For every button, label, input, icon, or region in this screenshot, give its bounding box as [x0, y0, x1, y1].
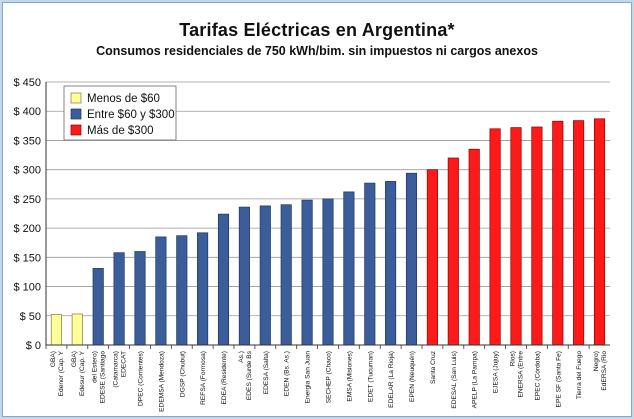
y-tick-label: $ 350	[13, 135, 41, 147]
y-tick-label: $ 0	[26, 340, 41, 352]
legend-label: Entre $60 y $300	[87, 109, 175, 121]
x-tick-label: Energia San Juan	[305, 351, 312, 404]
legend-label: Más de $300	[87, 125, 154, 137]
x-axis-labels: Edenor (Cap. YGBA) Edesur (Cap. YGBA) EDES…	[50, 350, 608, 412]
x-tick-label: REFSA (Formosa)	[200, 351, 207, 405]
bar	[134, 251, 146, 346]
bar	[593, 118, 606, 346]
legend-swatch	[70, 108, 82, 120]
bar	[364, 182, 376, 346]
bar	[217, 213, 230, 346]
bar	[197, 232, 209, 346]
x-tick-label: EDEA (Residente)	[221, 351, 228, 405]
y-tick-label: $ 450	[13, 77, 41, 89]
bar	[573, 120, 585, 346]
legend-box	[63, 85, 177, 141]
legend: Menos de $60 Entre $60 y $300 Más de $300	[63, 85, 177, 141]
bar	[385, 181, 397, 346]
x-tick-label: SECHEP (Chaco)	[326, 351, 333, 403]
x-tick-label: DPEC (Corrientes)	[138, 351, 145, 406]
chart-subtitle: Consumos residenciales de 750 kWh/bim. s…	[96, 44, 538, 58]
x-tick-label: EDESA (Salta)	[263, 351, 270, 394]
x-tick-label: EDET (Tucuman)	[367, 351, 374, 402]
x-tick-label: EPEN (Neuquén)	[409, 351, 416, 402]
bar	[280, 204, 292, 346]
y-tick-label: $ 50	[20, 311, 41, 323]
y-tick-label: $ 400	[13, 106, 41, 118]
y-tick-label: $ 250	[13, 194, 41, 206]
y-tick-label: $ 300	[13, 165, 41, 177]
bars	[50, 118, 606, 346]
bar	[301, 199, 313, 346]
bar	[343, 191, 355, 346]
x-tick-label: DGSP (Chubut)	[179, 351, 186, 397]
x-tick-label: ENERSA (EntreRios)	[510, 351, 525, 398]
bar	[552, 120, 564, 346]
bar	[259, 205, 271, 346]
bar	[489, 128, 501, 346]
x-tick-label: EDES (Surde BsAs.)	[238, 350, 253, 400]
bar	[71, 313, 83, 346]
x-tick-label: EDESE (Santiagodel Estero)	[92, 351, 107, 404]
legend-swatch	[70, 124, 82, 136]
x-tick-label: EMSA (Misiones)	[346, 351, 353, 402]
bar	[113, 252, 125, 346]
bar	[510, 127, 522, 346]
axes	[45, 82, 610, 349]
bar	[238, 206, 250, 346]
x-tick-label: Tierra del Fuego	[576, 351, 583, 399]
x-tick-label: APELP (La Pampa)	[472, 351, 479, 408]
x-tick-label: EPE SF (Santa Fe)	[555, 351, 562, 407]
bar	[426, 169, 438, 346]
x-tick-label: EDEMSA (Mendoza)	[158, 351, 165, 412]
bar	[447, 157, 459, 346]
x-tick-label: Edenor (Cap. YGBA)	[50, 350, 65, 396]
x-tick-label: EJESA (Jujuy)	[493, 351, 500, 393]
bar	[405, 172, 418, 346]
bar	[531, 126, 543, 346]
x-tick-label: Edesur (Cap. YGBA)	[71, 350, 86, 396]
bar	[50, 314, 62, 346]
x-tick-label: EDECAT(Catamarca)	[113, 351, 128, 388]
bar	[322, 198, 334, 346]
x-tick-label: Santa Cruz	[430, 351, 437, 384]
y-tick-label: $ 100	[13, 282, 41, 294]
x-tick-label: EPEC (Córdoba)	[534, 351, 541, 400]
legend-swatch	[70, 92, 82, 104]
y-tick-label: $ 200	[13, 223, 41, 235]
bar	[92, 268, 104, 346]
bar	[155, 236, 167, 346]
x-tick-label: EDEN (Bs. As.)	[284, 351, 291, 396]
chart-title: Tarifas Eléctricas en Argentina*	[179, 20, 455, 40]
x-tick-label: EdERSA (RioNegro)	[593, 351, 608, 391]
bar	[468, 148, 480, 346]
y-axis-ticks: $ 0 $ 50 $ 100 $ 150 $ 200 $ 250 $ 300 $ 350 $ 4…	[13, 77, 41, 352]
legend-label: Menos de $60	[87, 93, 160, 105]
x-tick-label: EDELAR (La Rioja)	[388, 351, 395, 408]
y-tick-label: $ 150	[13, 252, 41, 264]
x-tick-label: EDESAL (San Luis)	[451, 351, 458, 409]
bar	[176, 235, 188, 346]
